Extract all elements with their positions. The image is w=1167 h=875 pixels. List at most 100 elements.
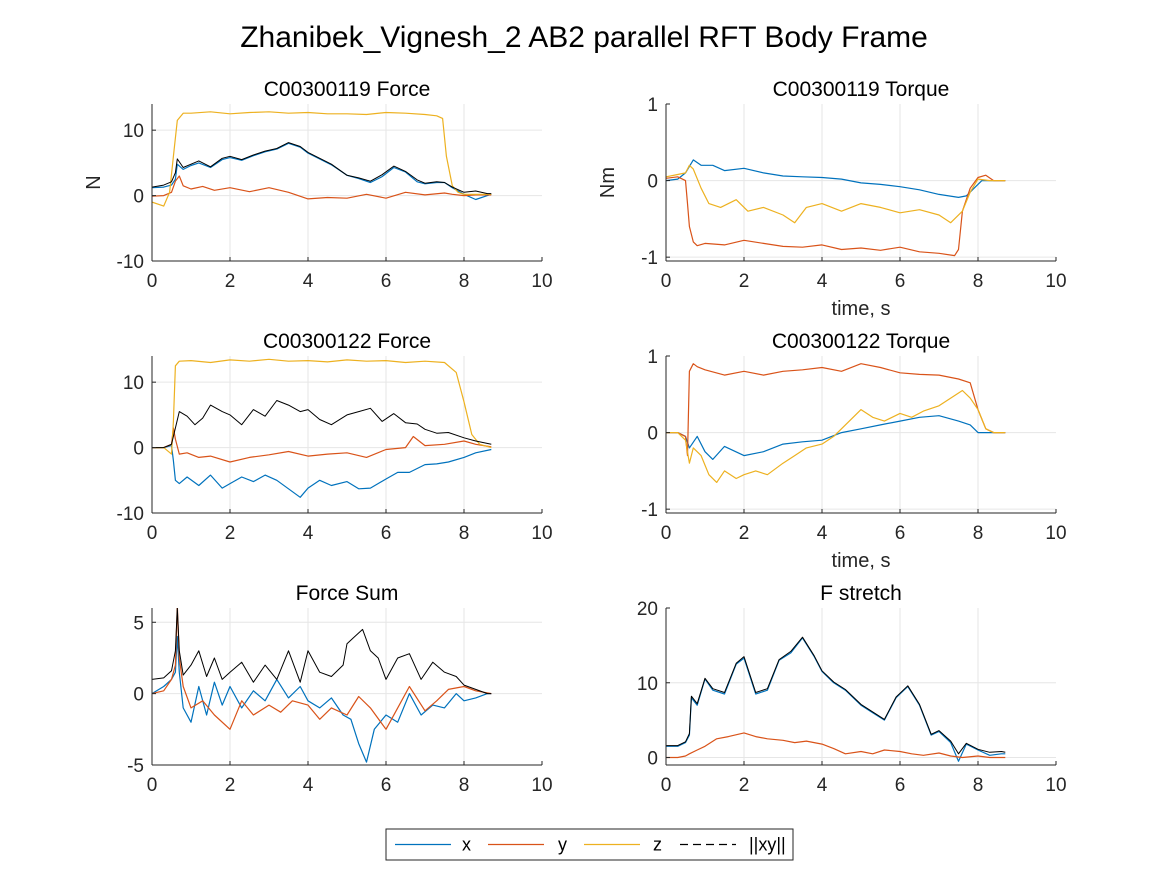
- legend: x y z ||xy||: [385, 828, 794, 861]
- y-tick-label: 5: [133, 613, 144, 634]
- plot-area: [666, 356, 1056, 513]
- series-line-xy: [666, 636, 1006, 755]
- subplot-title: F stretch: [820, 582, 902, 605]
- subplot-6: 0 2 4 6 8 10 0 10 20 F stretch: [637, 582, 1067, 796]
- x-tick-label: 4: [817, 775, 828, 796]
- y-tick-label: -1: [641, 500, 658, 521]
- series-group: [152, 358, 492, 498]
- y-tick-label: 10: [123, 121, 144, 142]
- x-tick-label: 10: [1045, 271, 1066, 292]
- x-tick-label: 4: [303, 775, 314, 796]
- x-tick-label: 4: [303, 523, 314, 544]
- y-tick-label: 1: [647, 95, 658, 116]
- subplot-title: Force Sum: [296, 582, 399, 605]
- plot-area: [666, 608, 1056, 765]
- series-group: [666, 363, 1006, 483]
- y-tick-label: 0: [133, 187, 144, 208]
- subplot-title: C00300119 Force: [264, 78, 431, 101]
- figure-title: Zhanibek_Vignesh_2 AB2 parallel RFT Body…: [240, 21, 928, 54]
- subplot-title: C00300122 Force: [263, 330, 431, 353]
- x-tick-label: 8: [459, 523, 470, 544]
- series-line-xy: [152, 142, 492, 195]
- x-tick-label: 10: [531, 775, 552, 796]
- y-tick-label: 0: [647, 749, 658, 770]
- y-tick-label: -1: [641, 248, 658, 269]
- plot-area: [152, 356, 542, 513]
- x-tick-label: 0: [147, 775, 158, 796]
- x-tick-label: 2: [225, 523, 236, 544]
- series-line-z: [152, 111, 492, 207]
- x-tick-label: 6: [381, 271, 392, 292]
- x-tick-label: 8: [973, 775, 984, 796]
- y-tick-label: 10: [637, 674, 658, 695]
- y-tick-label: 0: [647, 172, 658, 193]
- legend-label: y: [558, 835, 567, 855]
- x-tick-label: 2: [739, 523, 750, 544]
- series-group: [152, 608, 492, 763]
- x-tick-label: 2: [225, 271, 236, 292]
- series-line-xy: [152, 608, 492, 695]
- series-line-x: [666, 415, 1006, 460]
- plot-area: [152, 608, 542, 765]
- x-tick-label: 6: [381, 775, 392, 796]
- x-tick-label: 0: [661, 775, 672, 796]
- y-axis-label: Nm: [597, 167, 619, 198]
- series-group: [666, 636, 1006, 762]
- series-line-z: [152, 358, 492, 455]
- y-tick-label: 0: [133, 439, 144, 460]
- series-line-z: [666, 389, 1006, 483]
- legend-label: z: [653, 835, 662, 855]
- series-line-z: [666, 164, 1006, 224]
- series-line-y: [152, 427, 492, 463]
- x-tick-label: 6: [895, 523, 906, 544]
- x-tick-label: 10: [1045, 523, 1066, 544]
- x-axis-label: time, s: [832, 298, 891, 320]
- x-tick-label: 6: [895, 775, 906, 796]
- x-tick-label: 4: [303, 271, 314, 292]
- series-line-x: [152, 445, 492, 498]
- series-line-xy: [152, 400, 492, 449]
- series-group: [152, 111, 492, 207]
- x-tick-label: 0: [661, 523, 672, 544]
- x-axis-label: time, s: [832, 550, 891, 572]
- x-tick-label: 8: [973, 271, 984, 292]
- plot-area: [152, 104, 542, 261]
- legend-label: ||xy||: [749, 835, 786, 855]
- series-line-y: [152, 175, 492, 200]
- x-tick-label: 6: [381, 523, 392, 544]
- x-tick-label: 2: [225, 775, 236, 796]
- x-tick-label: 10: [531, 523, 552, 544]
- y-tick-label: 10: [123, 373, 144, 394]
- x-tick-label: 2: [739, 271, 750, 292]
- legend-label: x: [462, 835, 471, 855]
- x-tick-label: 8: [459, 775, 470, 796]
- y-tick-label: 20: [637, 599, 658, 620]
- series-line-y: [666, 174, 1006, 257]
- y-tick-label: -5: [127, 756, 144, 777]
- x-tick-label: 8: [973, 523, 984, 544]
- x-tick-label: 8: [459, 271, 470, 292]
- y-axis-label: N: [83, 175, 105, 189]
- series-line-y: [666, 363, 1006, 457]
- x-tick-label: 0: [147, 271, 158, 292]
- y-tick-label: 1: [647, 347, 658, 368]
- y-tick-label: -10: [117, 252, 144, 273]
- series-line-y: [152, 608, 492, 730]
- x-tick-label: 0: [147, 523, 158, 544]
- x-tick-label: 10: [531, 271, 552, 292]
- x-tick-label: 10: [1045, 775, 1066, 796]
- x-tick-label: 6: [895, 271, 906, 292]
- subplot-title: C00300119 Torque: [773, 78, 950, 101]
- x-tick-label: 2: [739, 775, 750, 796]
- x-tick-label: 4: [817, 271, 828, 292]
- x-tick-label: 0: [661, 271, 672, 292]
- series-group: [666, 159, 1006, 257]
- x-tick-label: 4: [817, 523, 828, 544]
- y-tick-label: 0: [133, 685, 144, 706]
